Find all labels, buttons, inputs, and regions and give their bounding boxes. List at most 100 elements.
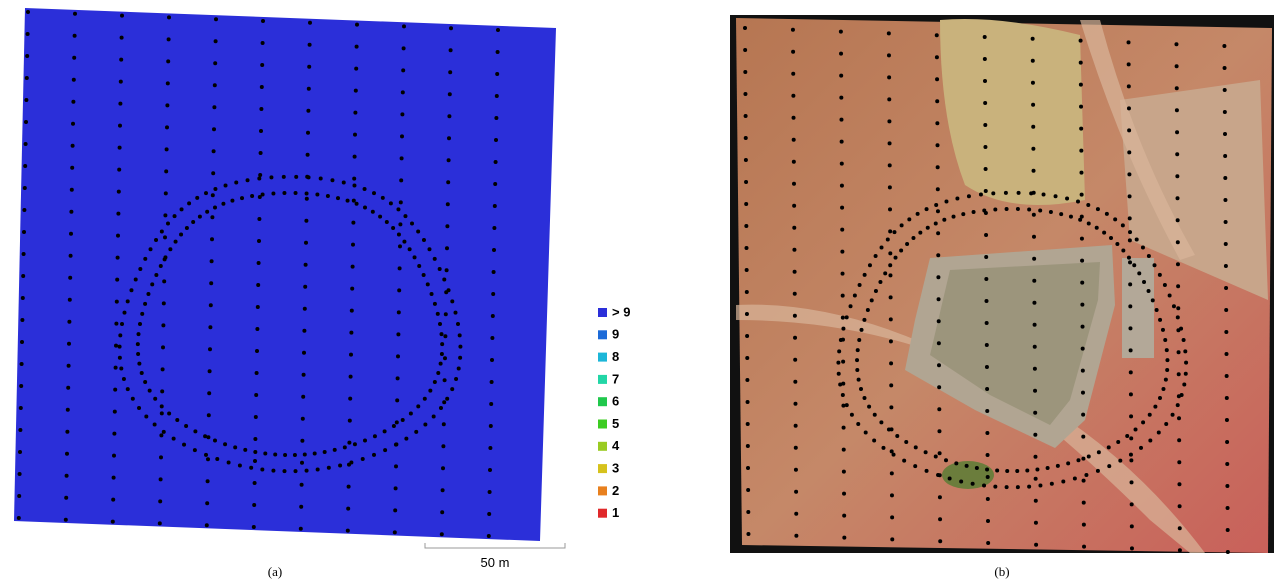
camera-dot (118, 146, 122, 150)
camera-dot (1032, 257, 1036, 261)
camera-dot (71, 144, 75, 148)
camera-dot (1059, 212, 1063, 216)
camera-dot (743, 70, 747, 74)
camera-dot (1174, 42, 1178, 46)
camera-dot (936, 209, 940, 213)
camera-dot (1165, 358, 1169, 362)
camera-dot (1148, 413, 1152, 417)
camera-dot (191, 220, 195, 224)
camera-dot (1224, 286, 1228, 290)
camera-dot (215, 457, 219, 461)
camera-dot (1081, 457, 1085, 461)
camera-dot (842, 514, 846, 518)
camera-dot (1046, 466, 1050, 470)
camera-dot (1115, 242, 1119, 246)
camera-dot (868, 263, 872, 267)
camera-dot (22, 252, 26, 256)
camera-dot (889, 383, 893, 387)
camera-dot (303, 285, 307, 289)
camera-dot (794, 512, 798, 516)
camera-dot (1164, 378, 1168, 382)
camera-dot (793, 380, 797, 384)
camera-dot (888, 263, 892, 267)
camera-dot (352, 177, 356, 181)
camera-dot (1224, 308, 1228, 312)
camera-dot (436, 312, 440, 316)
camera-dot (351, 243, 355, 247)
camera-dot (907, 217, 911, 221)
camera-dot (935, 99, 939, 103)
camera-dot (888, 141, 892, 145)
camera-dot (1034, 477, 1038, 481)
camera-dot (457, 367, 461, 371)
camera-dot (115, 300, 119, 304)
camera-dot (925, 469, 929, 473)
camera-dot (255, 371, 259, 375)
camera-dot (1118, 459, 1122, 463)
camera-dot (442, 277, 446, 281)
camera-dot (935, 33, 939, 37)
camera-dot (985, 409, 989, 413)
camera-dot (1096, 207, 1100, 211)
camera-dot (1127, 128, 1131, 132)
camera-dot (173, 214, 177, 218)
camera-dot (746, 510, 750, 514)
camera-dot (746, 422, 750, 426)
camera-dot (1032, 301, 1036, 305)
camera-dot (1127, 40, 1131, 44)
camera-dot (1128, 216, 1132, 220)
camera-dot (1176, 306, 1180, 310)
camera-dot (924, 450, 928, 454)
camera-dot (164, 191, 168, 195)
camera-dot (870, 298, 874, 302)
camera-dot (449, 26, 453, 30)
camera-dot (260, 467, 264, 471)
camera-dot (1038, 208, 1042, 212)
camera-dot (348, 419, 352, 423)
camera-dot (20, 340, 24, 344)
camera-dot (144, 415, 148, 419)
camera-dot (975, 466, 979, 470)
camera-dot (1175, 108, 1179, 112)
camera-dot (942, 218, 946, 222)
camera-dot (114, 344, 118, 348)
camera-dot (887, 97, 891, 101)
camera-dot (302, 329, 306, 333)
camera-dot (140, 312, 144, 316)
camera-dot (299, 505, 303, 509)
camera-dot (792, 160, 796, 164)
camera-dot (159, 455, 163, 459)
legend-swatch (598, 509, 607, 518)
camera-dot (165, 147, 169, 151)
camera-dot (205, 523, 209, 527)
camera-dot (961, 212, 965, 216)
camera-dot (1054, 194, 1058, 198)
camera-dot (1082, 545, 1086, 549)
camera-dot (840, 206, 844, 210)
camera-dot (845, 315, 849, 319)
camera-dot (995, 469, 999, 473)
camera-dot (1031, 59, 1035, 63)
legend-swatch (598, 442, 607, 451)
camera-dot (350, 287, 354, 291)
camera-dot (1223, 176, 1227, 180)
camera-dot (116, 256, 120, 260)
camera-dot (746, 400, 750, 404)
camera-dot (17, 516, 21, 520)
camera-dot (304, 219, 308, 223)
camera-dot (440, 352, 444, 356)
legend-swatch (598, 375, 607, 384)
camera-dot (874, 289, 878, 293)
camera-dot (743, 48, 747, 52)
camera-dot (1079, 149, 1083, 153)
camera-dot (65, 474, 69, 478)
camera-dot (153, 397, 157, 401)
camera-dot (1139, 446, 1143, 450)
camera-dot (1031, 147, 1035, 151)
legend-label: > 9 (612, 304, 630, 319)
camera-dot (745, 356, 749, 360)
camera-dot (1184, 361, 1188, 365)
camera-dot (184, 424, 188, 428)
camera-dot (1165, 368, 1169, 372)
camera-dot (24, 98, 28, 102)
